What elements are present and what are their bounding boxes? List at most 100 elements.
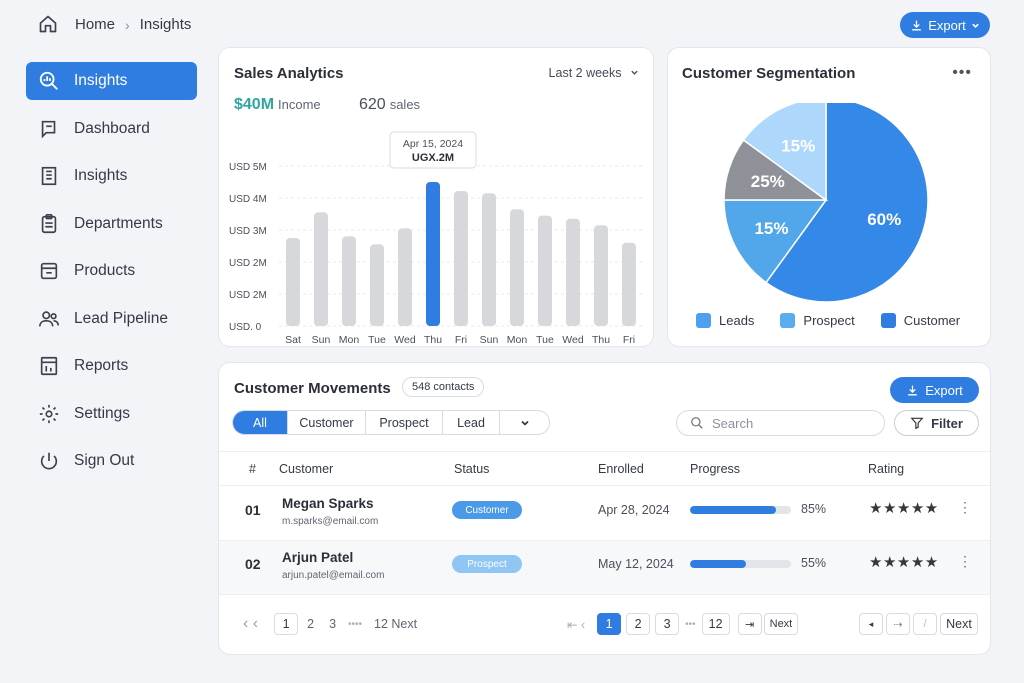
bar[interactable] [482, 193, 496, 326]
legend-swatch [696, 313, 711, 328]
page-button-3[interactable]: 3 [655, 613, 680, 635]
table-row[interactable]: 02 Arjun Patel arjun.patel@email.com Pro… [219, 541, 990, 595]
bar[interactable] [594, 225, 608, 326]
sidebar-item-reports[interactable]: Reports [26, 347, 197, 385]
customer-name[interactable]: Arjun Patel [282, 550, 354, 565]
pager-prev-icon[interactable]: ⇤ ‹ [567, 617, 586, 632]
row-number: 01 [245, 502, 261, 518]
tab-all[interactable]: All [233, 411, 288, 434]
row-menu-icon[interactable]: ⋮ [958, 553, 972, 569]
pie-slice-label: 15% [781, 136, 815, 155]
search-input[interactable] [712, 415, 872, 431]
bar[interactable] [342, 236, 356, 326]
x-tick-label: Mon [339, 334, 360, 346]
tab-more-dropdown[interactable] [500, 411, 549, 434]
table-row[interactable]: 01 Megan Sparks m.sparks@email.com Custo… [219, 487, 990, 541]
sidebar-item-insights-active[interactable]: Insights [26, 62, 197, 100]
pager-forward-icon[interactable]: ⇢ [886, 613, 910, 635]
pager-last-icon[interactable]: ⇥ [737, 613, 762, 635]
sidebar-item-sign-out[interactable]: Sign Out [26, 442, 197, 480]
segmentation-title: Customer Segmentation [682, 65, 856, 82]
page-button-1[interactable]: 1 [274, 613, 299, 635]
x-tick-label: Fri [455, 334, 467, 346]
more-options-icon[interactable]: ••• [952, 64, 972, 81]
page-button-2[interactable]: 2 [626, 613, 651, 635]
column-header-status[interactable]: Status [454, 462, 490, 476]
date-range-select[interactable]: Last 2 weeks [549, 66, 639, 80]
status-badge: Prospect [452, 555, 522, 573]
date-range-label: Last 2 weeks [548, 66, 622, 80]
pager-next-link[interactable]: 12 Next [374, 617, 418, 631]
segmentation-pie-chart: 60% 15% 25% 15% [723, 103, 929, 303]
bar[interactable] [510, 209, 524, 326]
bar[interactable] [286, 238, 300, 326]
progress-fill [690, 560, 746, 568]
sidebar-item-insights[interactable]: Insights [26, 157, 197, 195]
sidebar-item-dashboard[interactable]: Dashboard [26, 110, 197, 148]
sidebar-item-label: Insights [74, 167, 128, 184]
pie-slice[interactable] [742, 103, 827, 202]
row-menu-icon[interactable]: ⋮ [958, 499, 972, 515]
tab-prospect[interactable]: Prospect [366, 411, 443, 434]
tab-lead[interactable]: Lead [443, 411, 500, 434]
column-header-number: # [249, 462, 256, 476]
y-tick-label: USD 5M [229, 162, 267, 173]
bar[interactable] [622, 242, 636, 326]
page-button-2[interactable]: 2 [307, 617, 315, 631]
pie-legend: Leads Prospect Customer [696, 313, 960, 328]
x-tick-label: Thu [424, 334, 442, 346]
pie-slice[interactable] [723, 199, 828, 284]
y-tick-label: USD 3M [229, 226, 267, 237]
sidebar-item-label: Products [74, 262, 136, 279]
export-button[interactable]: Export [890, 377, 979, 403]
customer-email: arjun.patel@email.com [282, 570, 385, 581]
column-header-customer[interactable]: Customer [279, 462, 334, 476]
pie-slice[interactable] [764, 103, 929, 303]
sidebar-item-departments[interactable]: Departments [26, 205, 197, 243]
legend-label: Customer [903, 313, 961, 328]
gear-icon [39, 404, 59, 423]
customer-name[interactable]: Megan Sparks [282, 496, 374, 511]
enrolled-date: May 12, 2024 [598, 557, 674, 571]
page-button-1[interactable]: 1 [597, 613, 622, 635]
progress-bar [690, 506, 791, 514]
bar[interactable] [566, 218, 580, 326]
page-button-3[interactable]: 3 [329, 617, 337, 631]
column-header-enrolled[interactable]: Enrolled [598, 462, 644, 476]
pager-next-button[interactable]: Next [940, 613, 978, 635]
chevron-down-icon [520, 420, 529, 426]
x-tick-label: Sat [285, 334, 301, 346]
progress-fill [690, 506, 776, 514]
column-header-progress[interactable]: Progress [690, 462, 741, 476]
header-export-label: Export [928, 17, 966, 33]
bar[interactable] [454, 190, 468, 326]
bar[interactable] [426, 182, 440, 326]
progress-percent: 55% [801, 556, 827, 570]
pie-slice-label: 15% [754, 219, 788, 238]
sales-bar-chart: USD 5M USD 4M USD 3M USD 2M USD 2M USD. 0 Sat S… [229, 131, 643, 346]
pager-next-button[interactable]: Next [763, 613, 799, 635]
table-header: # Customer Status Enrolled Progress Rati… [219, 451, 990, 486]
rating-stars: ★★★★★ [869, 500, 939, 517]
home-icon[interactable] [38, 14, 58, 34]
column-header-rating[interactable]: Rating [868, 462, 905, 476]
bar[interactable] [538, 215, 552, 326]
pager-slash-icon[interactable]: / [913, 613, 937, 635]
legend-swatch [780, 313, 796, 328]
sidebar-item-label: Lead Pipeline [74, 309, 168, 327]
sidebar-item-lead-pipeline[interactable]: Lead Pipeline [26, 300, 197, 338]
bar[interactable] [370, 244, 384, 326]
pager-first-icon[interactable]: ‹ ‹ [243, 615, 259, 632]
status-badge: Customer [452, 501, 522, 519]
filter-button[interactable]: Filter [894, 410, 979, 436]
header-export-button[interactable]: Export [900, 12, 990, 38]
bar[interactable] [314, 212, 328, 326]
tab-customer[interactable]: Customer [288, 411, 366, 434]
pager-prev-icon[interactable]: ◂ [859, 613, 883, 635]
page-button-last[interactable]: 12 [701, 613, 730, 635]
breadcrumb-home[interactable]: Home [75, 16, 116, 33]
bar[interactable] [398, 228, 412, 326]
sidebar-item-products[interactable]: Products [26, 252, 197, 290]
sidebar-item-label: Insights [74, 72, 128, 89]
sidebar-item-settings[interactable]: Settings [26, 395, 197, 433]
